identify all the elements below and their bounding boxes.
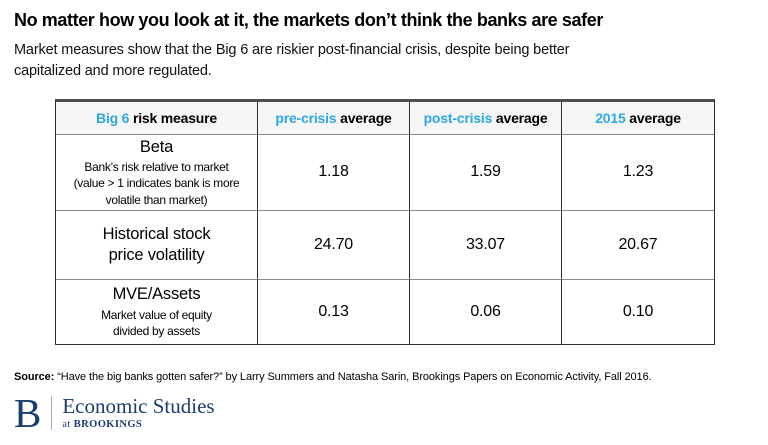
risk-table-container: Big 6 risk measure pre-crisis average po…: [55, 98, 754, 345]
table-row-volatility: Historical stock price volatility 24.70 …: [56, 210, 714, 280]
logo-economic-studies: Economic Studies: [62, 393, 215, 418]
value-cell-mve-pre: 0.13: [258, 279, 410, 344]
value-cell-beta-post: 1.59: [410, 134, 562, 211]
value-cell-mve-2015: 0.10: [562, 280, 714, 344]
logo-org: BROOKINGS: [73, 418, 143, 430]
value-cell-beta-pre: 1.18: [258, 134, 410, 211]
header-cell-risk-measure: Big 6 risk measure: [56, 101, 258, 135]
value-cell-beta-2015: 1.23: [562, 135, 714, 211]
logo-at-brookings: at BROOKINGS: [62, 419, 214, 430]
logo-at: at: [62, 418, 71, 430]
header-cell-post-crisis: post-crisis average: [410, 101, 562, 135]
header-accent-2015: 2015: [595, 109, 626, 126]
table-row-mve-assets: MVE/Assets Market value of equity divide…: [56, 279, 714, 344]
brookings-b-mark: B: [14, 389, 42, 436]
value-beta-post: 1.59: [470, 163, 501, 181]
value-mve-2015: 0.10: [622, 302, 654, 320]
measure-cell-mve-assets: MVE/Assets Market value of equity divide…: [56, 279, 258, 344]
value-cell-volatility-2015: 20.67: [562, 211, 714, 280]
measure-cell-volatility: Historical stock price volatility: [56, 210, 258, 280]
value-volatility-2015: 20.67: [618, 235, 658, 253]
header-accent-post-crisis: post-crisis: [423, 109, 493, 126]
measure-desc-mve-assets: Market value of equity divided by assets: [101, 307, 212, 339]
value-cell-volatility-pre: 24.70: [258, 210, 410, 280]
value-beta-pre: 1.18: [318, 163, 349, 181]
header-cell-2015: 2015 average: [562, 101, 714, 135]
header-cell-pre-crisis: pre-crisis average: [258, 101, 410, 135]
measure-desc-beta: Bank’s risk relative to market (value > …: [73, 160, 240, 207]
value-mve-pre: 0.13: [318, 302, 349, 320]
risk-table: Big 6 risk measure pre-crisis average po…: [55, 98, 715, 345]
header-rest-2015: average: [629, 109, 681, 126]
logo-divider: [51, 395, 53, 430]
source-label: Source:: [14, 370, 55, 383]
table-header-row: Big 6 risk measure pre-crisis average po…: [56, 101, 714, 135]
source-text: “Have the big banks gotten safer?” by La…: [57, 370, 652, 383]
value-mve-post: 0.06: [470, 302, 501, 320]
header-accent-big6: Big 6: [96, 109, 130, 126]
measure-name-volatility: Historical stock price volatility: [102, 225, 211, 264]
value-volatility-post: 33.07: [465, 235, 506, 253]
measure-name-mve-assets: MVE/Assets: [112, 285, 201, 304]
table-row-beta: Beta Bank’s risk relative to market (val…: [56, 134, 714, 211]
header-rest-risk-measure: risk measure: [132, 109, 217, 126]
measure-name-beta: Beta: [139, 137, 174, 156]
header-rest-post-crisis: average: [495, 109, 548, 126]
measure-cell-beta: Beta Bank’s risk relative to market (val…: [56, 134, 258, 211]
source-note: Source: “Have the big banks gotten safer…: [14, 371, 754, 383]
header-rest-pre-crisis: average: [340, 109, 392, 126]
value-cell-mve-post: 0.06: [410, 279, 562, 344]
brookings-logo: B Economic Studies at BROOKINGS: [14, 389, 754, 436]
value-cell-volatility-post: 33.07: [410, 210, 562, 280]
logo-text-block: Economic Studies at BROOKINGS: [62, 394, 214, 430]
value-beta-2015: 1.23: [622, 163, 654, 181]
page-title: No matter how you look at it, the market…: [14, 10, 603, 30]
value-volatility-pre: 24.70: [313, 235, 354, 253]
figure-page: No matter how you look at it, the market…: [14, 10, 754, 436]
header-accent-pre-crisis: pre-crisis: [275, 109, 337, 126]
page-subtitle: Market measures show that the Big 6 are …: [14, 41, 570, 79]
